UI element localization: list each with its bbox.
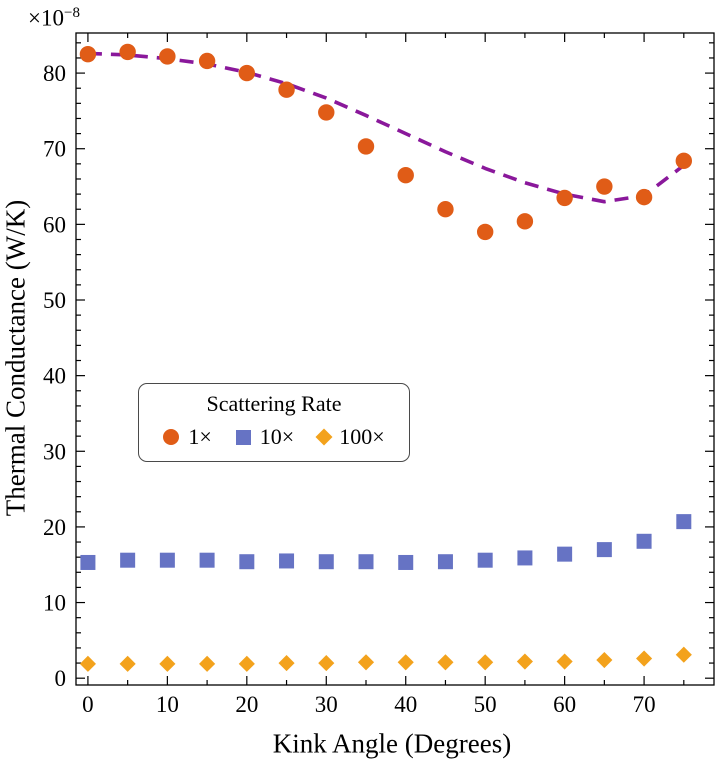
legend-entry-100x: 100× [315,424,385,450]
y-axis-exponent: ×10−8 [28,6,80,30]
x-tick-label: 40 [394,692,417,717]
legend-label-10x: 10× [259,424,295,450]
x-tick-label: 0 [82,692,94,717]
x-tick-label: 50 [474,692,497,717]
y-tick-label: 50 [43,288,66,313]
legend: Scattering Rate 1× 10× 100× [138,383,410,463]
y-tick-label: 80 [43,61,66,86]
legend-label-1x: 1× [188,424,212,450]
x-axis-ticks: 0 10 20 30 40 50 60 70 [82,33,685,717]
y-tick-label: 60 [43,212,66,237]
legend-entry-10x: 10× [235,424,295,450]
legend-entry-1x: 1× [163,424,212,450]
circle-marker-icon [163,429,180,446]
x-tick-label: 10 [156,692,179,717]
y-tick-label: 20 [43,515,66,540]
series-circle [79,43,693,241]
series-diamond [79,646,692,672]
legend-title: Scattering Rate [206,391,342,416]
x-tick-label: 70 [633,692,656,717]
y-axis-title: Thermal Conductance (W/K) [0,199,31,517]
exponent-base: ×10 [28,5,64,31]
y-tick-label: 10 [43,591,66,616]
legend-label-100x: 100× [339,424,385,450]
x-tick-label: 60 [553,692,576,717]
model-dashed-line [87,51,685,204]
x-tick-label: 20 [235,692,258,717]
series-square [80,514,692,570]
y-axis-ticks: 0 10 20 30 40 50 60 70 80 [43,42,714,691]
y-tick-label: 40 [43,364,66,389]
legend-entries: 1× 10× 100× [139,424,409,450]
plot-frame [75,32,715,686]
y-tick-label: 0 [55,666,67,691]
exponent-power: −8 [63,5,80,21]
diamond-marker-icon [315,428,333,446]
y-tick-label: 30 [43,439,66,464]
x-axis-title: Kink Angle (Degrees) [272,728,512,759]
y-tick-label: 70 [43,137,66,162]
x-tick-label: 30 [315,692,338,717]
square-marker-icon [235,429,251,445]
